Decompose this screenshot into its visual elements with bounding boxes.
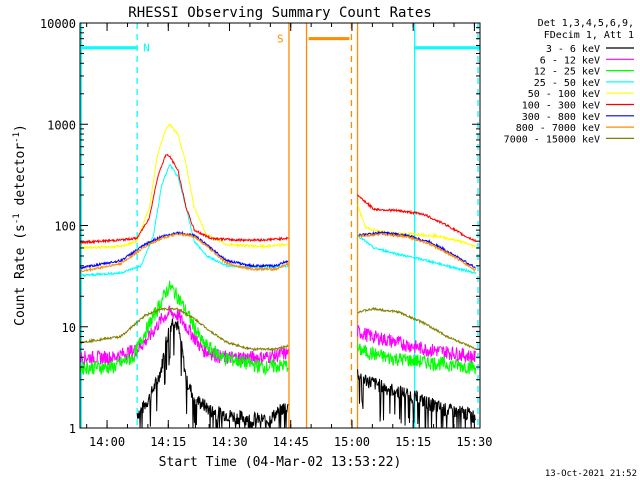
series-line-5-b [357,194,477,243]
x-tick-label-5: 15:15 [395,435,431,449]
series-line-0-a [136,318,289,429]
series-line-0-b [357,369,477,429]
chart-title: RHESSI Observing Summary Count Rates [128,5,431,21]
timestamp: 13-Oct-2021 21:52 [545,469,637,479]
axis-layer: 14:00 14:15 14:30 14:45 15:00 15:15 15:30 1 10 10… [40,17,493,449]
x-tick-label-2: 14:30 [211,435,247,449]
series-line-2-a [79,280,289,377]
x-tick-label-6: 15:30 [456,435,492,449]
y-tick-label-4: 10000 [40,17,76,31]
series-line-7-b [357,232,477,272]
legend-header-0: Det 1,3,4,5,6,9, [538,18,634,29]
y-tick-label-2: 100 [54,220,76,234]
series-line-3-a [79,163,289,278]
data-layer: NS [79,23,480,429]
x-axis-label: Start Time (04-Mar-02 13:53:22) [159,455,402,470]
x-tick-label-3: 14:45 [273,435,309,449]
saa-label: S [277,33,284,46]
y-tick-label-1: 10 [62,321,76,335]
legend-label-1: 6 - 12 keV [540,55,600,66]
series-line-5-a [79,153,289,245]
series-line-4-b [357,204,476,248]
legend: Det 1,3,4,5,6,9,FDecim 1, Att 1 3 - 6 keV… [504,18,634,145]
legend-label-2: 12 - 25 keV [534,67,600,78]
series-line-7-a [79,232,289,274]
x-tick-label-4: 15:00 [334,435,370,449]
legend-label-6: 300 - 800 keV [522,112,600,123]
night-label: N [143,42,150,55]
series-line-3-b [357,234,477,276]
legend-label-8: 7000 - 15000 keV [504,134,600,145]
series-line-8-a [79,307,289,352]
series-line-6-a [79,230,289,270]
series-line-1-b [357,325,477,364]
legend-label-4: 50 - 100 keV [528,89,600,100]
y-tick-label-3: 1000 [47,118,76,132]
y-axis-label: Count Rate (s-1 detector-1) [12,124,28,326]
legend-label-0: 3 - 6 keV [546,44,600,55]
series-line-2-b [357,343,477,375]
legend-label-5: 100 - 300 keV [522,101,600,112]
legend-label-7: 800 - 7000 keV [516,123,600,134]
series-line-8-b [357,306,477,350]
legend-header-1: FDecim 1, Att 1 [544,30,634,41]
legend-label-3: 25 - 50 keV [534,78,600,89]
series-line-4-a [79,123,289,251]
y-tick-label-0: 1 [69,422,76,436]
series-line-6-b [357,230,476,269]
x-tick-label-0: 14:00 [89,435,125,449]
series-line-1-a [79,305,289,366]
x-tick-label-1: 14:15 [150,435,186,449]
